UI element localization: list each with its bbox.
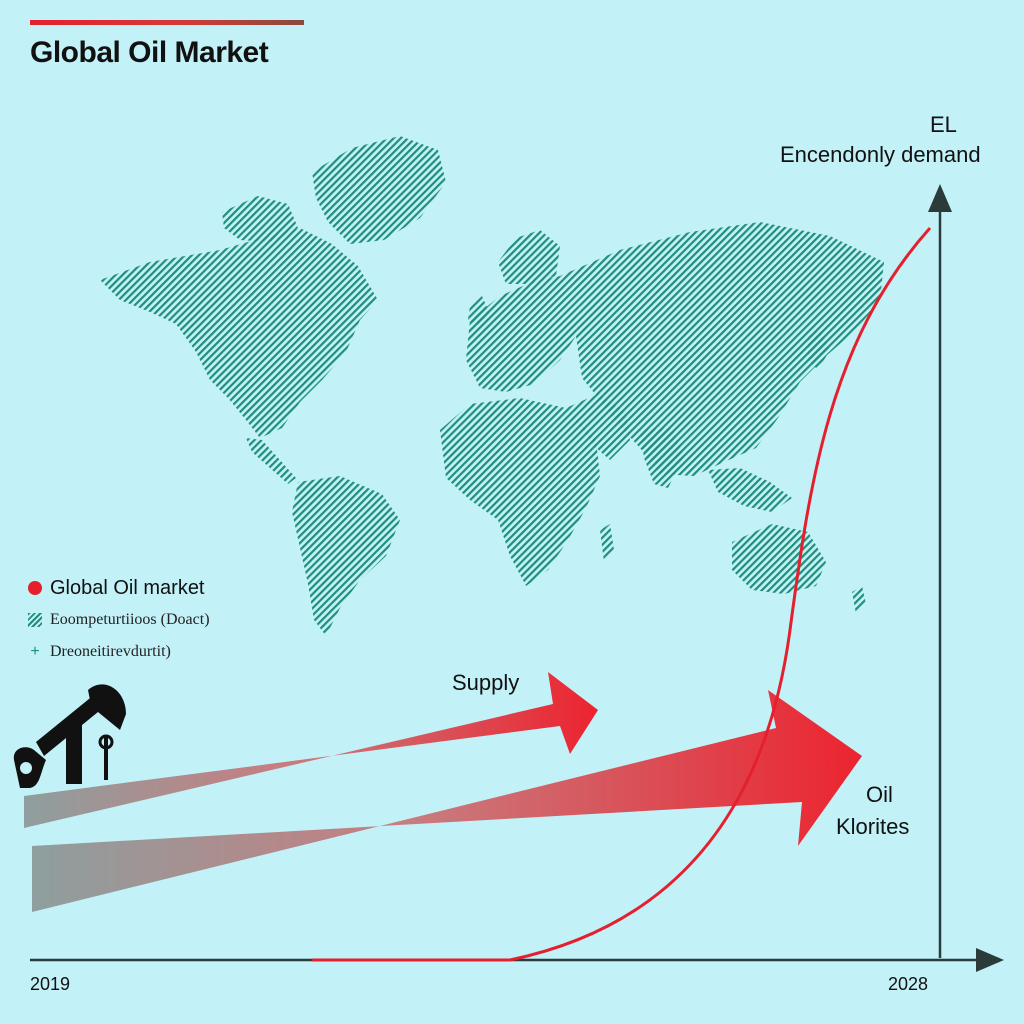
europe-shape bbox=[466, 276, 580, 392]
madagascar-shape bbox=[600, 524, 614, 562]
legend-label: Global Oil market bbox=[50, 576, 205, 599]
page-title: Global Oil Market bbox=[30, 36, 269, 69]
oil-label: Oil bbox=[866, 782, 893, 807]
horizontal-axis-arrow bbox=[976, 948, 1004, 972]
greenland-shape bbox=[312, 136, 446, 244]
uk-shape bbox=[468, 296, 490, 326]
timeline-start-label: 2019 bbox=[30, 974, 71, 994]
oil-pump-icon bbox=[13, 684, 126, 788]
india-shape bbox=[640, 428, 684, 488]
southeast-asia-islands-shape bbox=[708, 468, 792, 512]
middle-east-shape bbox=[566, 394, 630, 460]
title-accent-bar bbox=[30, 20, 304, 25]
japan-shape bbox=[808, 330, 830, 370]
demand-label: Encendonly demand bbox=[780, 142, 981, 167]
legend: Global Oil market Eoompeturtiioos (Doact… bbox=[28, 572, 210, 668]
legend-item-plus: + Dreoneitirevdurtit) bbox=[28, 636, 210, 668]
legend-item-hatch: Eoompeturtiioos (Doact) bbox=[28, 604, 210, 636]
new-zealand-shape bbox=[852, 586, 866, 614]
supply-arrow-lower bbox=[32, 690, 862, 912]
arctic-islands-shape bbox=[222, 196, 298, 242]
hatch-swatch-icon bbox=[28, 613, 42, 627]
red-dot-icon bbox=[28, 581, 42, 595]
supply-arrow-upper bbox=[24, 672, 598, 828]
demand-curve bbox=[312, 227, 932, 962]
central-america-shape bbox=[246, 438, 296, 484]
legend-label: Dreoneitirevdurtit) bbox=[50, 643, 171, 660]
supply-label: Supply bbox=[452, 670, 520, 695]
legend-item-global-oil-market: Global Oil market bbox=[28, 572, 210, 604]
plus-icon: + bbox=[30, 643, 40, 660]
scandinavia-shape bbox=[498, 230, 560, 284]
asia-shape bbox=[560, 222, 884, 476]
north-america-shape bbox=[100, 228, 378, 438]
klorites-label: Klorites bbox=[836, 814, 910, 839]
legend-label: Eoompeturtiioos (Doact) bbox=[50, 611, 210, 628]
south-america-shape bbox=[292, 476, 400, 636]
timeline-end-label: 2028 bbox=[888, 974, 929, 994]
australia-shape bbox=[732, 524, 826, 594]
el-label: EL bbox=[930, 112, 957, 137]
world-map bbox=[100, 136, 884, 636]
vertical-axis-arrow bbox=[928, 184, 952, 212]
africa-shape bbox=[440, 398, 600, 586]
